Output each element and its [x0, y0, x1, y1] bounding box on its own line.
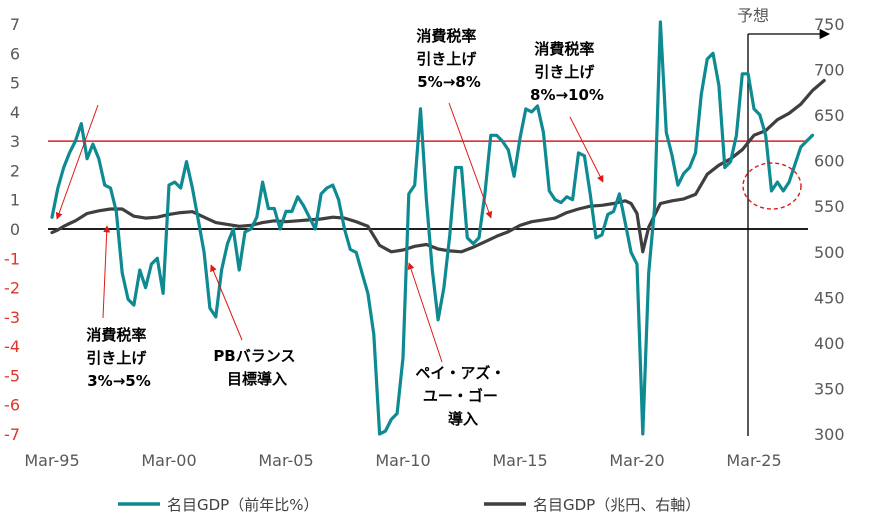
x-tick-label: Mar-15	[492, 451, 547, 470]
forecast-highlight-circle	[742, 162, 802, 210]
annotation-line: 引き上げ	[534, 63, 595, 81]
annotation-line: 消費税率	[534, 40, 594, 58]
x-tick-label: Mar-05	[258, 451, 313, 470]
legend: 名目GDP（前年比%） 名目GDP（兆円、右軸）	[118, 496, 700, 514]
annotation-pb-balance: PBバランス 目標導入	[213, 347, 300, 388]
series-line-nominal-gdp-yoy	[50, 20, 815, 436]
arrow-paygo	[407, 262, 443, 363]
right-tick-label: 450	[814, 288, 845, 307]
forecast-label: 予想	[737, 6, 769, 25]
annotation-line: ユー・ゴー	[423, 387, 498, 405]
x-tick-label: Mar-20	[609, 451, 664, 470]
annotation-tax-3-to-5: 消費税率 引き上げ 3%→5%	[86, 326, 151, 390]
left-tick-label: -7	[4, 425, 20, 444]
left-tick-label: 0	[10, 220, 20, 239]
arrow-tax-2019	[569, 116, 604, 183]
right-tick-label: 350	[814, 379, 845, 398]
x-tick-label: Mar-25	[726, 451, 781, 470]
annotation-tax-5-to-8: 消費税率 引き上げ 5%→8%	[416, 27, 481, 91]
left-tick-label: 4	[10, 103, 20, 122]
x-tick-label: Mar-10	[375, 451, 430, 470]
left-tick-label: 2	[10, 161, 20, 180]
left-tick-label: -5	[4, 366, 20, 385]
right-tick-label: 400	[814, 334, 845, 353]
legend-label-nominal-gdp-level: 名目GDP（兆円、右軸）	[533, 496, 700, 514]
x-tick-label: Mar-00	[141, 451, 196, 470]
annotation-paygo: ペイ・アズ・ ユー・ゴー 導入	[415, 364, 510, 428]
right-tick-label: 500	[814, 243, 845, 262]
left-tick-label: 5	[10, 74, 20, 93]
annotation-line: 引き上げ	[416, 50, 477, 68]
left-tick-label: 3	[10, 132, 20, 151]
left-axis-ticks: 7 6 5 4 3 2 1 0 -1 -2 -3 -4 -5 -6 -7	[4, 15, 20, 444]
annotation-line: ペイ・アズ・	[415, 364, 505, 382]
annotation-tax-8-to-10: 消費税率 引き上げ 8%→10%	[530, 40, 604, 104]
annotation-line: 消費税率	[416, 27, 476, 45]
left-tick-label: 6	[10, 44, 20, 63]
right-tick-label: 300	[814, 425, 845, 444]
series-lines	[50, 20, 826, 436]
arrow-tax-2014	[448, 102, 493, 219]
annotation-line: 引き上げ	[86, 349, 147, 367]
annotation-line: 3%→5%	[87, 372, 151, 390]
annotation-arrows	[55, 102, 604, 363]
right-tick-label: 600	[814, 152, 845, 171]
series-line-nominal-gdp-level	[50, 78, 826, 254]
annotation-line: 導入	[448, 410, 478, 428]
right-tick-label: 650	[814, 106, 845, 125]
left-tick-label: -6	[4, 396, 20, 415]
x-tick-label: Mar-95	[24, 451, 79, 470]
arrow-tax-1997-down	[102, 225, 111, 319]
left-tick-label: 1	[10, 191, 20, 210]
left-tick-label: -4	[4, 337, 20, 356]
annotation-line: PBバランス	[213, 347, 295, 365]
annotation-line: 消費税率	[86, 326, 146, 344]
x-axis-ticks: Mar-95 Mar-00 Mar-05 Mar-10 Mar-15 Mar-20 Mar-…	[24, 451, 781, 470]
right-tick-label: 750	[814, 15, 845, 34]
annotation-line: 目標導入	[227, 370, 287, 388]
annotation-line: 8%→10%	[530, 86, 604, 104]
right-axis-ticks: 750 700 650 600 550 500 450 400 350 300	[814, 15, 845, 444]
right-tick-label: 700	[814, 61, 845, 80]
arrow-pb-balance	[210, 264, 243, 341]
annotation-line: 5%→8%	[417, 73, 481, 91]
left-tick-label: -1	[4, 249, 20, 268]
left-tick-label: 7	[10, 15, 20, 34]
left-tick-label: -3	[4, 308, 20, 327]
legend-label-nominal-gdp-yoy: 名目GDP（前年比%）	[167, 496, 318, 514]
left-tick-label: -2	[4, 279, 20, 298]
arrow-tax-1997-up	[55, 104, 99, 220]
right-tick-label: 550	[814, 197, 845, 216]
